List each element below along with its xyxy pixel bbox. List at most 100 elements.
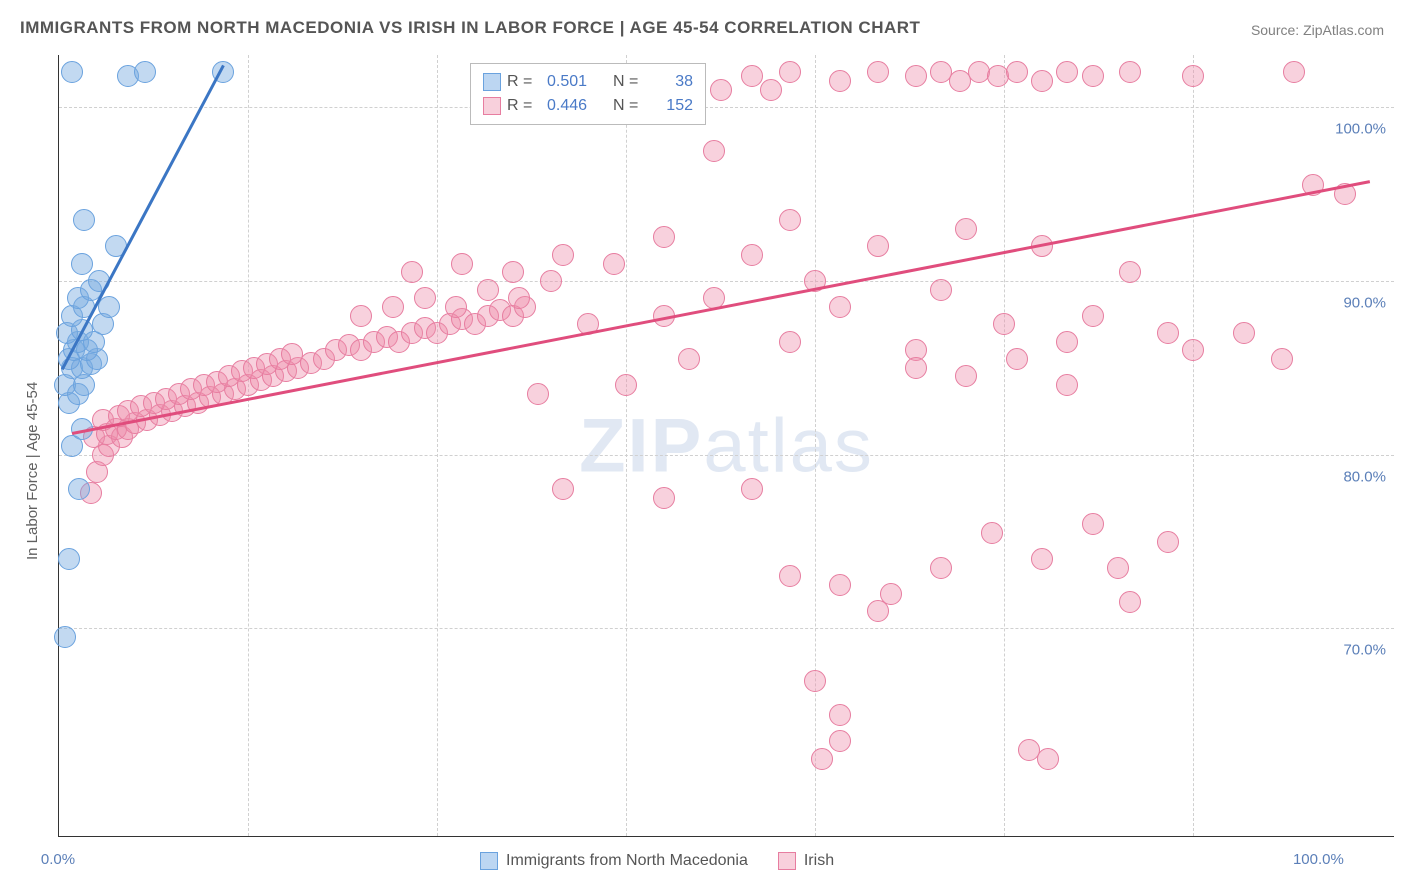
scatter-point	[779, 565, 801, 587]
gridline-vertical	[626, 55, 627, 836]
x-tick-label: 100.0%	[1293, 851, 1344, 868]
scatter-point	[1157, 322, 1179, 344]
scatter-point	[1271, 348, 1293, 370]
y-axis-label: In Labor Force | Age 45-54	[24, 382, 41, 560]
legend-swatch-macedonia	[480, 852, 498, 870]
n-label: N =	[613, 97, 647, 115]
scatter-point	[552, 244, 574, 266]
trend-line	[71, 180, 1370, 434]
legend-label-irish: Irish	[804, 852, 834, 870]
scatter-point	[981, 522, 1003, 544]
scatter-point	[1233, 322, 1255, 344]
scatter-point	[281, 343, 303, 365]
r-label: R =	[507, 97, 541, 115]
scatter-point	[73, 209, 95, 231]
scatter-point	[615, 374, 637, 396]
scatter-point	[829, 574, 851, 596]
plot-area: ZIPatlas 70.0% 80.0% 90.0% 100.0%	[58, 55, 1394, 837]
legend-label-macedonia: Immigrants from North Macedonia	[506, 852, 748, 870]
scatter-point	[905, 65, 927, 87]
chart-container: IMMIGRANTS FROM NORTH MACEDONIA VS IRISH…	[0, 0, 1406, 892]
scatter-point	[1006, 61, 1028, 83]
source-attribution: Source: ZipAtlas.com	[1251, 22, 1384, 38]
scatter-point	[1031, 70, 1053, 92]
gridline-vertical	[437, 55, 438, 836]
scatter-point	[1182, 65, 1204, 87]
scatter-point	[1283, 61, 1305, 83]
scatter-point	[804, 670, 826, 692]
scatter-point	[1056, 331, 1078, 353]
scatter-point	[1107, 557, 1129, 579]
scatter-point	[829, 296, 851, 318]
legend-swatch	[483, 73, 501, 91]
chart-title: IMMIGRANTS FROM NORTH MACEDONIA VS IRISH…	[20, 18, 920, 38]
scatter-point	[811, 748, 833, 770]
scatter-point	[382, 296, 404, 318]
scatter-point	[350, 305, 372, 327]
scatter-point	[414, 287, 436, 309]
scatter-point	[1082, 513, 1104, 535]
scatter-point	[930, 279, 952, 301]
scatter-point	[540, 270, 562, 292]
source-link[interactable]: ZipAtlas.com	[1303, 22, 1384, 38]
n-value: 152	[653, 97, 693, 115]
scatter-point	[1119, 591, 1141, 613]
legend-swatch	[483, 97, 501, 115]
scatter-point	[71, 253, 93, 275]
scatter-point	[1056, 61, 1078, 83]
legend-row: R =0.501N =38	[483, 70, 693, 94]
x-tick-label: 0.0%	[41, 851, 75, 868]
scatter-point	[829, 730, 851, 752]
scatter-point	[508, 287, 530, 309]
scatter-point	[98, 296, 120, 318]
legend-swatch-irish	[778, 852, 796, 870]
scatter-point	[678, 348, 700, 370]
scatter-point	[653, 487, 675, 509]
scatter-point	[955, 365, 977, 387]
scatter-point	[1031, 548, 1053, 570]
legend-item-macedonia: Immigrants from North Macedonia	[480, 852, 748, 870]
scatter-point	[445, 296, 467, 318]
scatter-point	[955, 218, 977, 240]
scatter-point	[703, 140, 725, 162]
scatter-point	[134, 61, 156, 83]
scatter-point	[401, 261, 423, 283]
series-legend: Immigrants from North Macedonia Irish	[480, 852, 834, 870]
scatter-point	[867, 235, 889, 257]
n-label: N =	[613, 73, 647, 91]
scatter-point	[710, 79, 732, 101]
scatter-point	[779, 209, 801, 231]
gridline-vertical	[1193, 55, 1194, 836]
r-value: 0.446	[547, 97, 607, 115]
scatter-point	[779, 61, 801, 83]
scatter-point	[552, 478, 574, 500]
source-label: Source:	[1251, 22, 1299, 38]
scatter-point	[61, 61, 83, 83]
scatter-point	[829, 70, 851, 92]
scatter-point	[54, 626, 76, 648]
legend-item-irish: Irish	[778, 852, 834, 870]
y-tick-label: 100.0%	[1335, 121, 1386, 138]
scatter-point	[1157, 531, 1179, 553]
scatter-point	[603, 253, 625, 275]
watermark: ZIPatlas	[579, 402, 874, 489]
scatter-point	[779, 331, 801, 353]
scatter-point	[502, 261, 524, 283]
scatter-point	[527, 383, 549, 405]
scatter-point	[653, 226, 675, 248]
scatter-point	[58, 548, 80, 570]
scatter-point	[1119, 261, 1141, 283]
correlation-legend: R =0.501N =38R =0.446N =152	[470, 63, 706, 125]
scatter-point	[68, 478, 90, 500]
r-value: 0.501	[547, 73, 607, 91]
scatter-point	[1082, 65, 1104, 87]
y-tick-label: 80.0%	[1343, 468, 1386, 485]
scatter-point	[1119, 61, 1141, 83]
scatter-point	[867, 600, 889, 622]
y-tick-label: 90.0%	[1343, 294, 1386, 311]
scatter-point	[1037, 748, 1059, 770]
scatter-point	[829, 704, 851, 726]
scatter-point	[1056, 374, 1078, 396]
y-tick-label: 70.0%	[1343, 642, 1386, 659]
scatter-point	[1182, 339, 1204, 361]
